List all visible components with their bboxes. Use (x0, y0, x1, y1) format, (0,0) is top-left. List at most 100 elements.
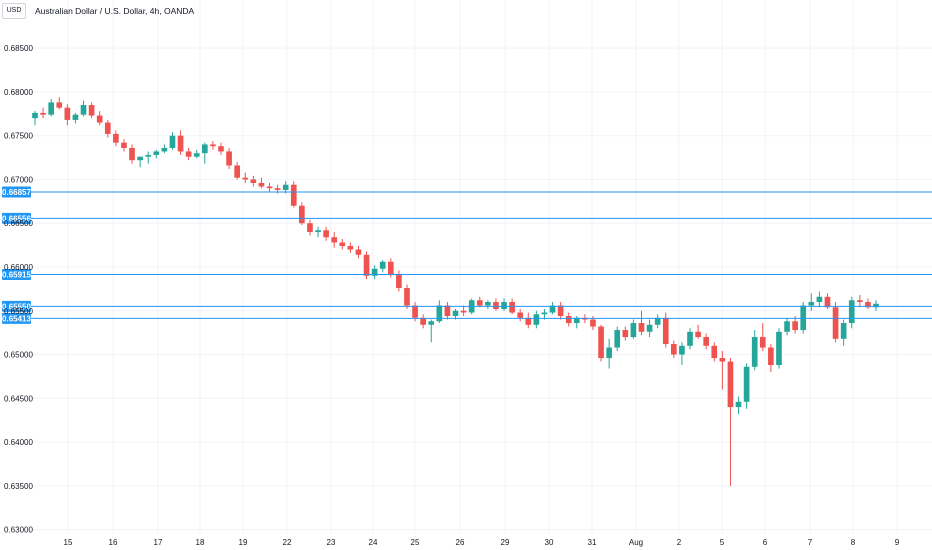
price-level-label: 0.65915 (2, 270, 31, 279)
x-tick-label: 15 (64, 538, 73, 547)
candle (800, 302, 807, 334)
currency-button[interactable]: USD (2, 3, 26, 19)
candle (339, 238, 346, 250)
candle-body (104, 122, 111, 134)
candle-body (735, 401, 742, 408)
horizontal-lines: 0.66857 0.66556 0.65915 0.65550 0.65413 (2, 186, 932, 324)
candle-body (299, 205, 305, 224)
candle (315, 226, 321, 238)
candle (541, 309, 548, 320)
candle-body (662, 317, 669, 345)
candle-body (347, 245, 354, 250)
x-tick-label: 31 (588, 538, 597, 547)
candle (234, 161, 240, 180)
y-tick-label: 0.64500 (4, 394, 33, 403)
candle-body (72, 114, 79, 120)
candle-body (865, 302, 871, 308)
candle-body (711, 345, 718, 359)
candle (32, 111, 38, 126)
candle-body (420, 317, 426, 325)
candle (404, 284, 410, 310)
candle-body (371, 268, 378, 276)
candle-body (64, 107, 71, 120)
x-tick-label: 6 (763, 538, 768, 547)
candle-body (387, 261, 394, 275)
candle (759, 323, 766, 352)
candle-body (630, 323, 637, 338)
candle-body (646, 324, 653, 332)
candle (751, 330, 758, 371)
candle (565, 312, 572, 327)
candle (606, 338, 612, 369)
candle-body (832, 307, 839, 339)
candle-body (751, 337, 758, 367)
candle (679, 342, 685, 366)
candle-body (379, 261, 386, 269)
candle-body (873, 303, 879, 308)
candle (622, 326, 629, 341)
candle-body (218, 146, 224, 152)
candle-body (525, 317, 532, 325)
candle (549, 302, 556, 315)
y-tick-label: 0.63500 (4, 482, 33, 491)
y-tick-label: 0.67000 (4, 175, 33, 184)
candle (493, 298, 499, 311)
candle-body (258, 182, 265, 187)
y-tick-label: 0.66000 (4, 263, 33, 272)
candle (137, 156, 143, 168)
candle (145, 151, 152, 164)
candle (218, 142, 224, 155)
candle-body (121, 142, 127, 148)
candle (525, 312, 532, 329)
candle (129, 144, 135, 164)
candle-body (88, 105, 95, 116)
candle-body (40, 112, 46, 115)
candle (695, 324, 701, 339)
candle-body (816, 296, 823, 303)
candle (832, 302, 839, 343)
candle-body (509, 302, 515, 313)
x-tick-label: 25 (411, 538, 420, 547)
candle-body (808, 302, 815, 306)
candle (865, 298, 871, 310)
candle (792, 316, 798, 334)
candle-body (759, 337, 766, 348)
candle (266, 182, 273, 192)
candle-body (573, 317, 580, 324)
candle-body (776, 331, 782, 366)
y-tick-label: 0.65000 (4, 351, 33, 360)
price-level-badge (2, 186, 31, 198)
candle (121, 139, 127, 152)
candle (598, 324, 604, 362)
candle-body (210, 144, 216, 147)
candle (735, 396, 742, 415)
y-tick-label: 0.64000 (4, 438, 33, 447)
candle (242, 172, 249, 183)
candle (323, 226, 329, 241)
candle-body (606, 347, 612, 359)
candle (347, 242, 354, 253)
price-level-label: 0.65413 (2, 314, 31, 323)
candle (711, 342, 718, 362)
price-level-label: 0.65550 (2, 302, 31, 311)
y-tick-label: 0.67500 (4, 132, 33, 141)
candle-body (565, 316, 572, 324)
candle-body (153, 151, 160, 155)
candle (226, 147, 232, 169)
candle-body (598, 326, 604, 359)
candle-body (307, 223, 313, 232)
candle-body (323, 230, 329, 238)
candle (452, 309, 459, 320)
candle (808, 293, 815, 311)
x-tick-label: 30 (545, 538, 554, 547)
candle (671, 340, 677, 359)
candle (727, 358, 734, 486)
candle (654, 314, 661, 329)
grid (31, 0, 932, 534)
candle (436, 300, 443, 324)
candle (161, 144, 168, 154)
x-tick-label: 22 (283, 538, 292, 547)
y-tick-label: 0.63000 (4, 526, 33, 535)
x-tick-label: 5 (720, 538, 725, 547)
